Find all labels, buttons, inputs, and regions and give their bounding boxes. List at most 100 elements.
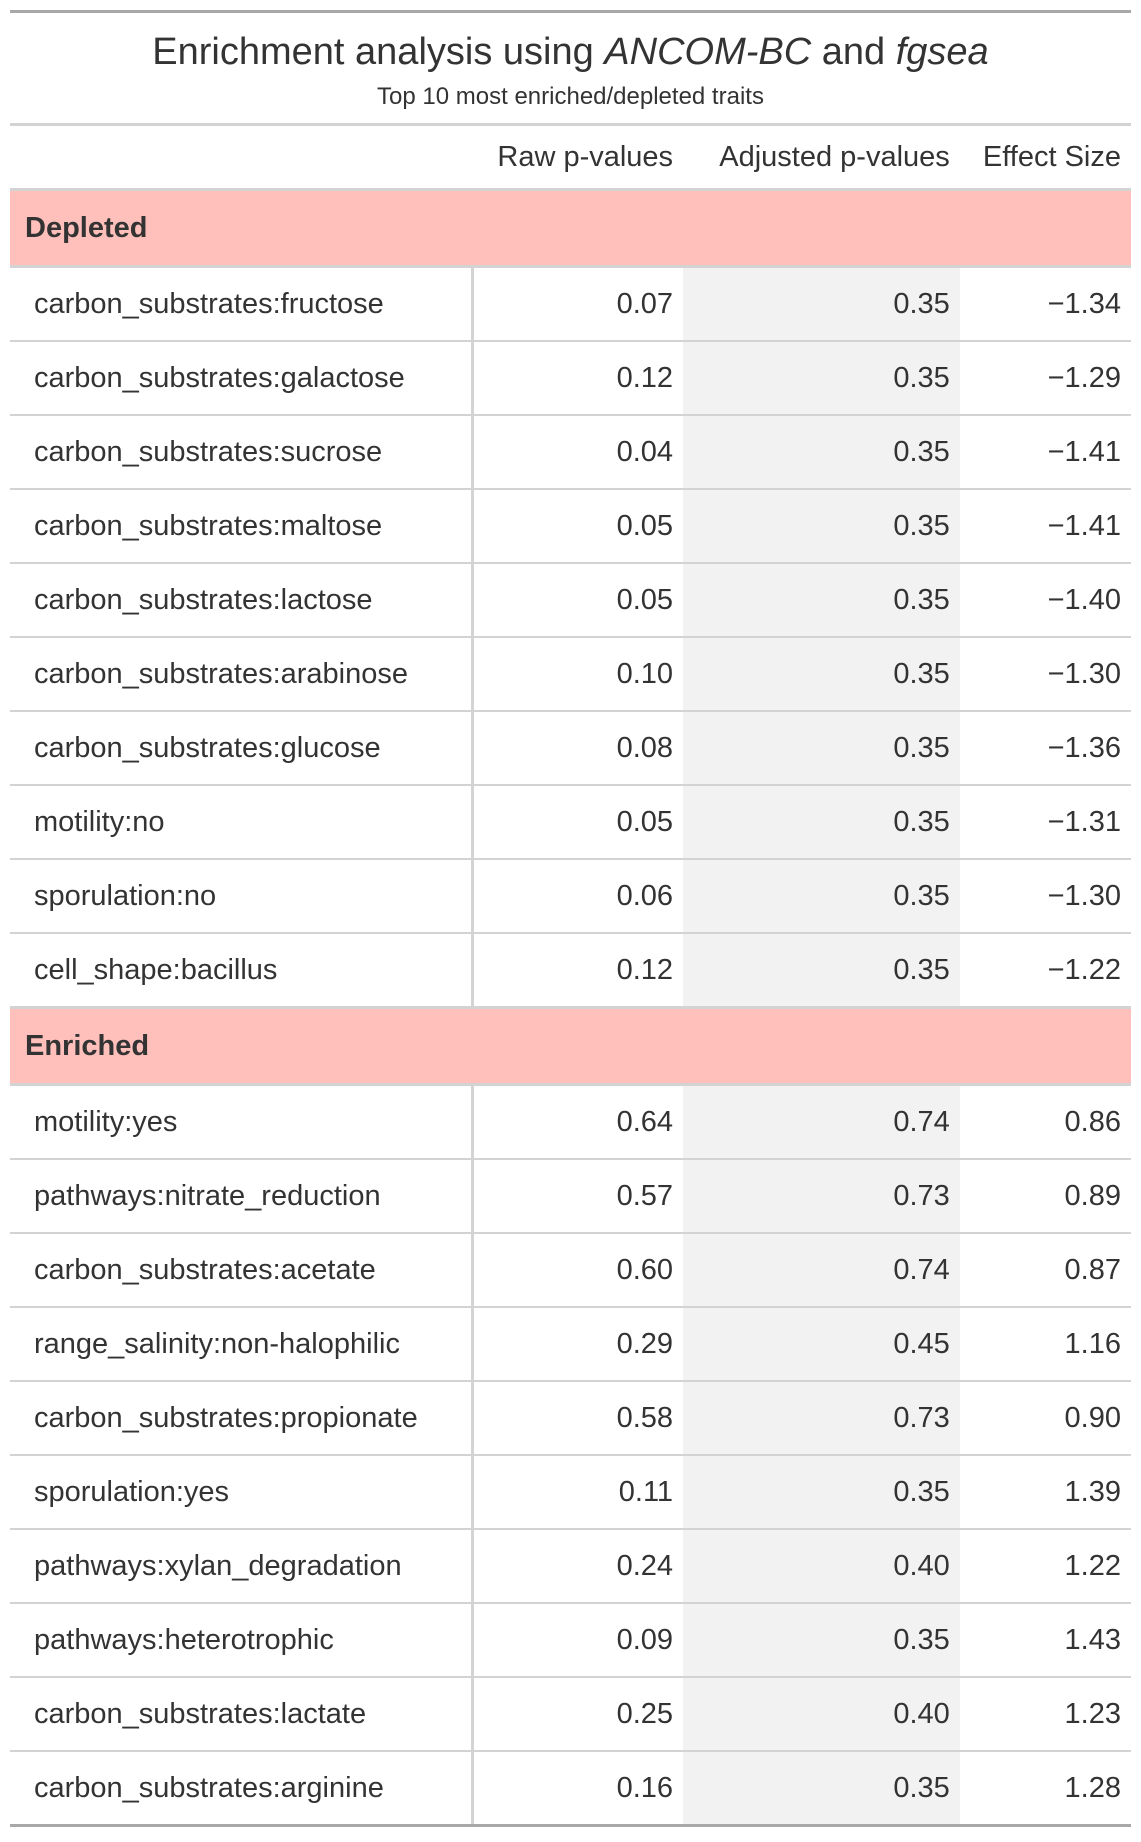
trait-cell: carbon_substrates:glucose: [10, 710, 474, 785]
enrichment-table: Raw p-values Adjusted p-values Effect Si…: [10, 126, 1131, 1824]
raw-pvalue-cell: 0.12: [472, 340, 684, 415]
adjusted-pvalue-cell: 0.74: [683, 1232, 960, 1307]
effect-size-cell: 0.87: [959, 1232, 1131, 1307]
raw-pvalue-cell: 0.29: [472, 1306, 684, 1381]
table-row: carbon_substrates:arginine 0.16 0.35 1.28: [10, 1750, 1131, 1824]
raw-pvalue-cell: 0.64: [616, 1105, 674, 1138]
adjusted-pvalue-cell: 0.35: [683, 266, 960, 341]
adjusted-pvalue-cell: 0.35: [683, 340, 960, 415]
effect-size-cell: −1.36: [959, 710, 1131, 785]
adjusted-pvalue-cell: 0.35: [683, 414, 960, 489]
table-row: sporulation:no 0.06 0.35 −1.30: [10, 858, 1131, 933]
group-header-row: Depleted: [10, 188, 1131, 268]
effect-size-cell: −1.41: [959, 414, 1131, 489]
raw-pvalue-cell: 0.10: [472, 636, 684, 711]
raw-pvalue-cell: 0.06: [472, 858, 684, 933]
bottom-rule: [10, 1824, 1131, 1827]
adjusted-pvalue-cell: 0.35: [683, 784, 960, 859]
table-row: sporulation:yes 0.11 0.35 1.39: [10, 1454, 1131, 1529]
table-row: motility:no 0.05 0.35 −1.31: [10, 784, 1131, 859]
top-rule: [10, 10, 1131, 13]
adjusted-pvalue-cell: 0.35: [683, 488, 960, 563]
table-row: pathways:xylan_degradation 0.24 0.40 1.22: [10, 1528, 1131, 1603]
trait-cell: motility:no: [10, 784, 474, 859]
trait-cell: carbon_substrates:acetate: [10, 1232, 474, 1307]
group-label: Enriched: [10, 1006, 1131, 1086]
raw-pvalue-cell: 0.04: [472, 414, 684, 489]
raw-pvalue-cell: 0.05: [472, 562, 684, 637]
effect-size-cell: 1.16: [959, 1306, 1131, 1381]
header-rule: [10, 123, 1131, 126]
raw-pvalue-cell: 0.60: [472, 1232, 684, 1307]
adjusted-pvalue-cell: 0.40: [683, 1528, 960, 1603]
trait-cell: motility:yes: [10, 1084, 474, 1159]
table-row: carbon_substrates:sucrose 0.04 0.35 −1.41: [10, 414, 1131, 489]
trait-cell: pathways:xylan_degradation: [10, 1528, 474, 1603]
adjusted-pvalue-cell: 0.40: [683, 1676, 960, 1751]
adjusted-pvalue-cell: 0.35: [683, 636, 960, 711]
table-subtitle: Top 10 most enriched/depleted traits: [377, 83, 764, 110]
raw-pvalue-cell: 0.05: [472, 784, 684, 859]
adjusted-pvalue-cell: 0.73: [683, 1158, 960, 1233]
group-header-row: Enriched: [10, 1006, 1131, 1086]
effect-size-cell: 1.39: [959, 1454, 1131, 1529]
trait-cell: carbon_substrates:arabinose: [10, 636, 474, 711]
table-row: pathways:nitrate_reduction 0.57 0.73 0.89: [10, 1158, 1131, 1233]
table-row: motility:yes 0.64 0.74 0.86: [10, 1084, 1131, 1159]
column-header-adjusted: Adjusted p-values: [719, 140, 950, 173]
table-row: carbon_substrates:acetate 0.60 0.74 0.87: [10, 1232, 1131, 1307]
table-body: Raw p-values Adjusted p-values Effect Si…: [10, 126, 1131, 1824]
title-prefix: Enrichment analysis using: [152, 31, 605, 73]
table-container: Enrichment analysis using ANCOM-BC and f…: [10, 10, 1131, 1827]
effect-size-cell: 0.90: [959, 1380, 1131, 1455]
table-row: carbon_substrates:maltose 0.05 0.35 −1.41: [10, 488, 1131, 563]
raw-pvalue-cell: 0.12: [472, 932, 684, 1008]
trait-cell: carbon_substrates:arginine: [10, 1750, 474, 1824]
table-row: cell_shape:bacillus 0.12 0.35 −1.22: [10, 932, 1131, 1008]
table-row: carbon_substrates:lactose 0.05 0.35 −1.40: [10, 562, 1131, 637]
column-header-row: Raw p-values Adjusted p-values Effect Si…: [10, 126, 1131, 190]
effect-size-cell: −1.30: [959, 636, 1131, 711]
table-row: pathways:heterotrophic 0.09 0.35 1.43: [10, 1602, 1131, 1677]
raw-pvalue-cell: 0.11: [472, 1454, 684, 1529]
trait-cell: pathways:nitrate_reduction: [10, 1158, 474, 1233]
title-and: and: [811, 31, 896, 73]
trait-cell: carbon_substrates:galactose: [10, 340, 474, 415]
adjusted-pvalue-cell: 0.35: [683, 858, 960, 933]
table-row: carbon_substrates:lactate 0.25 0.40 1.23: [10, 1676, 1131, 1751]
title-method-1: ANCOM-BC: [604, 31, 812, 73]
table-row: range_salinity:non-halophilic 0.29 0.45 1.1…: [10, 1306, 1131, 1381]
raw-pvalue-cell: 0.05: [472, 488, 684, 563]
raw-pvalue-cell: 0.08: [472, 710, 684, 785]
effect-size-cell: −1.41: [959, 488, 1131, 563]
effect-size-cell: 0.89: [959, 1158, 1131, 1233]
column-header-effect: Effect Size: [982, 140, 1121, 173]
effect-size-cell: 1.43: [959, 1602, 1131, 1677]
trait-cell: cell_shape:bacillus: [10, 932, 474, 1008]
table-row: carbon_substrates:arabinose 0.10 0.35 −1.30: [10, 636, 1131, 711]
trait-cell: carbon_substrates:fructose: [10, 266, 474, 341]
raw-pvalue-cell: 0.24: [472, 1528, 684, 1603]
effect-size-cell: −1.30: [959, 858, 1131, 933]
trait-cell: carbon_substrates:sucrose: [10, 414, 474, 489]
trait-cell: carbon_substrates:maltose: [10, 488, 474, 563]
raw-pvalue-cell: 0.16: [472, 1750, 684, 1824]
adjusted-pvalue-cell: 0.35: [683, 932, 960, 1008]
trait-cell: range_salinity:non-halophilic: [10, 1306, 474, 1381]
adjusted-pvalue-cell: 0.35: [683, 710, 960, 785]
trait-cell: sporulation:yes: [10, 1454, 474, 1529]
table-row: carbon_substrates:fructose 0.07 0.35 −1.34: [10, 266, 1131, 341]
effect-size-cell: 1.22: [959, 1528, 1131, 1603]
group-label: Depleted: [10, 188, 1131, 268]
trait-cell: pathways:heterotrophic: [10, 1602, 474, 1677]
table-title: Enrichment analysis using ANCOM-BC and f…: [10, 29, 1131, 75]
table-row: carbon_substrates:glucose 0.08 0.35 −1.36: [10, 710, 1131, 785]
effect-size-cell: −1.40: [959, 562, 1131, 637]
trait-cell: carbon_substrates:lactate: [10, 1676, 474, 1751]
effect-size-cell: 0.86: [1064, 1105, 1121, 1138]
raw-pvalue-cell: 0.07: [616, 287, 674, 320]
adjusted-pvalue-cell: 0.35: [683, 1454, 960, 1529]
table-row: carbon_substrates:propionate 0.58 0.73 0.90: [10, 1380, 1131, 1455]
adjusted-pvalue-cell: 0.35: [683, 562, 960, 637]
column-header-stub: [10, 126, 472, 190]
